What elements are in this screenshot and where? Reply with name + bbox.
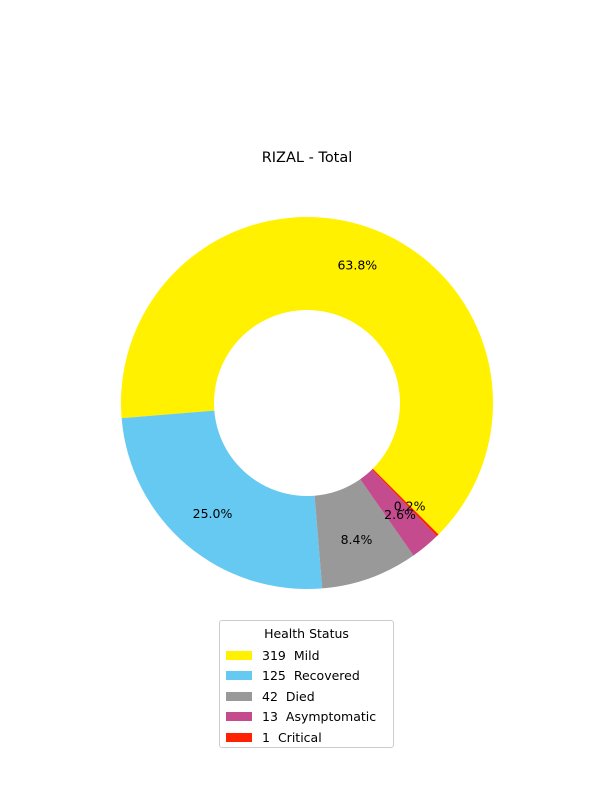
pct-labels-group: 63.8% 25.0% 8.4% 2.6%0.2% (193, 257, 426, 546)
legend-count: 319 (262, 647, 286, 663)
legend-label: Critical (277, 729, 322, 745)
legend-label: Recovered (293, 668, 360, 684)
slices-group (121, 216, 493, 589)
pct-label-asymptomatic: 2.6% (384, 507, 416, 522)
legend-swatch (226, 650, 252, 660)
pct-label-died: 8.4% (341, 532, 373, 547)
legend-count: 1 (262, 729, 270, 745)
chart-title: RIZAL - Total (262, 150, 353, 166)
legend-item-died: 42 Died (220, 686, 393, 707)
slice-died (314, 479, 414, 589)
legend-title: Health Status (264, 626, 349, 641)
legend-count: 125 (262, 668, 286, 684)
legend-label: Asymptomatic (285, 709, 377, 725)
legend-label: Died (285, 688, 315, 704)
slice-asymptomatic (360, 469, 437, 556)
legend-item-asymptomatic: 13 Asymptomatic (220, 707, 393, 728)
legend-item-critical: 1 Critical (220, 727, 393, 748)
slice-recovered (121, 410, 323, 589)
legend: Health Status 319 Mild 125 Recovered 42 Died 1… (219, 620, 394, 748)
legend-label: Mild (293, 647, 320, 663)
slice-critical (371, 468, 439, 537)
pct-label-mild: 63.8% (337, 257, 377, 272)
legend-swatch (226, 712, 252, 722)
legend-count: 42 (262, 688, 278, 704)
legend-swatch (226, 732, 252, 742)
legend-swatch (226, 691, 252, 701)
legend-item-recovered: 125 Recovered (220, 666, 393, 687)
pct-label-recovered: 25.0% (193, 506, 233, 521)
pct-label-critical: 0.2% (394, 498, 426, 513)
legend-item-mild: 319 Mild (220, 645, 393, 666)
slice-mild (121, 216, 493, 535)
legend-count: 13 (262, 709, 278, 725)
legend-swatch (226, 671, 252, 681)
